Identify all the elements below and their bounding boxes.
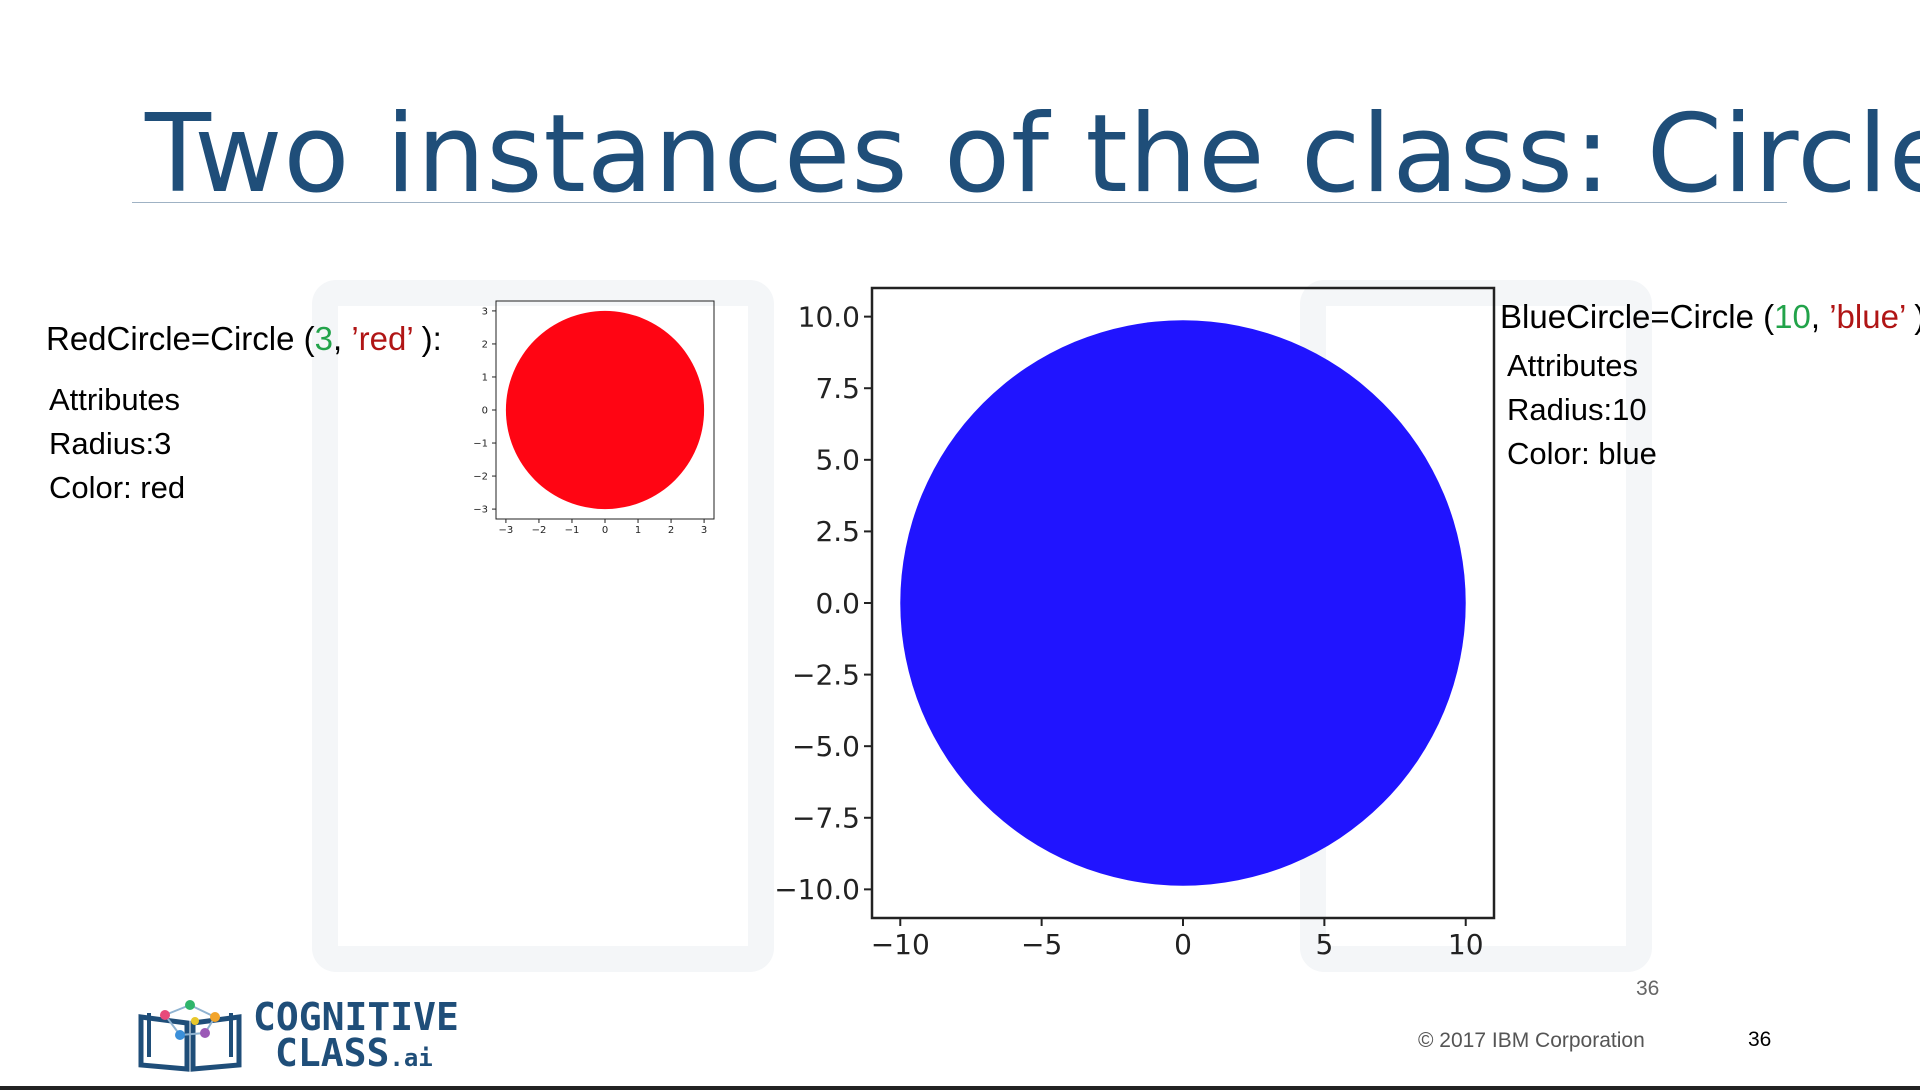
logo-line2-wrap: CLASS.ai xyxy=(275,1031,433,1075)
blue-plot-circle-shape xyxy=(900,320,1466,886)
blue-circle-code: BlueCircle=Circle (10, ’blue’ ) xyxy=(1500,298,1920,336)
blue-plot-xtick-label: 0 xyxy=(1174,928,1192,961)
title-divider xyxy=(132,202,1787,203)
blue-code-radius-arg: 10 xyxy=(1774,298,1811,335)
watermark-book-left xyxy=(312,280,774,972)
blue-plot-ytick-label: −5.0 xyxy=(792,730,860,763)
red-attributes: Attributes Radius:3 Color: red xyxy=(49,378,185,510)
blue-plot-ytick-label: −7.5 xyxy=(792,802,860,835)
blue-plot-ytick-label: 10.0 xyxy=(798,300,860,333)
red-plot-circle-shape xyxy=(505,310,705,510)
red-plot-xtick-label: 0 xyxy=(602,525,608,536)
blue-plot-ytick-label: −10.0 xyxy=(774,873,860,906)
blue-plot-ytick-label: 2.5 xyxy=(815,515,860,548)
red-plot-xtick-label: 3 xyxy=(701,525,707,536)
red-radius: Radius:3 xyxy=(49,426,172,461)
cognitive-class-logo: COGNITIVE CLASS.ai xyxy=(135,995,459,1075)
red-attributes-heading: Attributes xyxy=(49,382,180,417)
red-code-radius-arg: 3 xyxy=(314,320,333,357)
slide-title: Two instances of the class: Circle xyxy=(145,92,1920,217)
red-code-separator: , xyxy=(333,320,352,357)
copyright: © 2017 IBM Corporation xyxy=(1418,1029,1645,1052)
red-plot-xtick-label: −3 xyxy=(499,525,514,536)
blue-circle-plot: −10 −5 0 5 10 −10.0 −7.5 −5.0 −2.5 0.0 2.5 5.0 7.5 10… xyxy=(774,286,1496,961)
blue-radius: Radius:10 xyxy=(1507,392,1647,427)
red-circle-plot: −3 −2 −1 0 1 2 3 −3 −2 −1 0 1 2 3 xyxy=(473,300,715,536)
blue-plot-ytick-label: 7.5 xyxy=(815,372,860,405)
blue-attributes: Attributes Radius:10 Color: blue xyxy=(1507,344,1657,476)
page-number: 36 xyxy=(1748,1028,1772,1051)
red-code-color-arg: ’red’ xyxy=(351,320,413,357)
logo-suffix: .ai xyxy=(389,1044,433,1072)
red-plot-ytick-label: 1 xyxy=(482,372,488,383)
red-plot-ytick-label: 2 xyxy=(482,339,488,350)
red-color: Color: red xyxy=(49,470,186,505)
red-circle-code: RedCircle=Circle (3, ’red’ ): xyxy=(46,320,442,358)
bottom-border xyxy=(0,1086,1920,1090)
red-plot-xtick-label: 2 xyxy=(668,525,674,536)
book-network-icon xyxy=(138,1000,242,1072)
blue-attributes-heading: Attributes xyxy=(1507,348,1638,383)
blue-code-separator: , xyxy=(1810,298,1830,335)
red-plot-ytick-label: 3 xyxy=(482,306,488,317)
blue-plot-xtick-label: −10 xyxy=(871,928,930,961)
page-number-small: 36 xyxy=(1636,977,1660,1000)
blue-plot-ytick-label: −2.5 xyxy=(792,658,860,691)
red-code-prefix: RedCircle=Circle ( xyxy=(46,320,315,357)
red-plot-xtick-label: −2 xyxy=(532,525,547,536)
red-plot-xtick-label: −1 xyxy=(565,525,580,536)
logo-line2: CLASS xyxy=(275,1031,390,1075)
blue-code-suffix: ) xyxy=(1905,298,1920,335)
red-plot-ytick-label: 0 xyxy=(482,406,488,417)
red-code-suffix: ): xyxy=(412,320,442,357)
blue-plot-ytick-label: 5.0 xyxy=(815,444,860,477)
blue-plot-xtick-label: 10 xyxy=(1448,928,1484,961)
red-plot-ytick-label: −1 xyxy=(473,439,488,450)
blue-plot-ytick-label: 0.0 xyxy=(815,587,860,620)
blue-plot-xtick-label: 5 xyxy=(1315,928,1333,961)
blue-plot-xtick-label: −5 xyxy=(1021,928,1062,961)
blue-code-color-arg: ’blue’ xyxy=(1829,298,1906,335)
blue-color: Color: blue xyxy=(1507,436,1657,471)
red-plot-xtick-label: 1 xyxy=(635,525,641,536)
red-plot-ytick-label: −2 xyxy=(473,472,488,483)
logo-line1: COGNITIVE xyxy=(253,995,459,1039)
red-plot-ytick-label: −3 xyxy=(473,505,488,516)
blue-code-prefix: BlueCircle=Circle ( xyxy=(1500,298,1775,335)
